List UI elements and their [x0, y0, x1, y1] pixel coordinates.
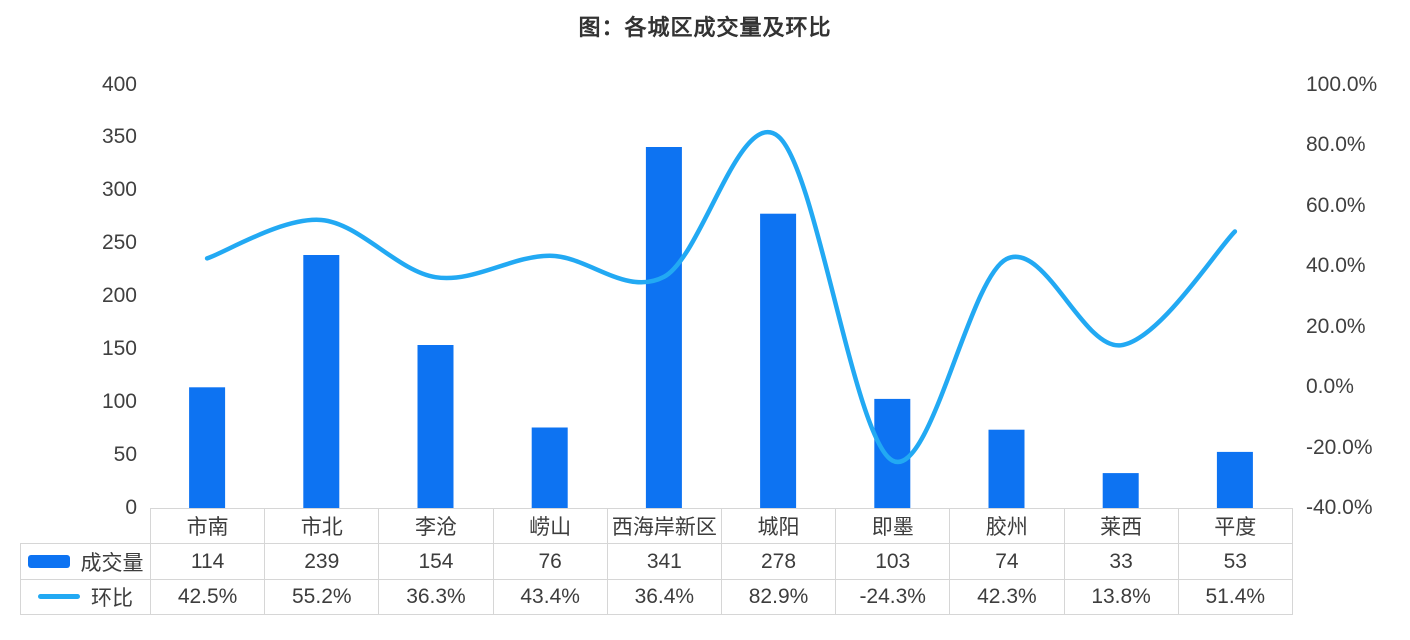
value-cell: 239: [264, 543, 380, 580]
bar-legend-swatch: [27, 555, 70, 569]
legend-label: 环比: [91, 586, 133, 610]
value-cell: 278: [720, 543, 837, 580]
value-cell: 13.8%: [1063, 578, 1179, 616]
chart-title: 图：各城区成交量及环比: [578, 15, 832, 40]
legend-cell: 成交量: [20, 543, 151, 580]
table-header-row: 市南 市北 李沧 崂山 西海岸新区 城阳 即墨 胶州 莱西 平度: [21, 507, 1293, 545]
chart-bar: [531, 427, 568, 508]
value-cell: 114: [149, 543, 266, 580]
chart-bar: [874, 398, 911, 508]
y-axis-tick: 100.0%: [1306, 72, 1378, 96]
chart-bar: [988, 429, 1025, 508]
value-cell: 341: [606, 543, 722, 580]
y-axis-tick: 20.0%: [1306, 314, 1366, 338]
chart-bar: [303, 255, 340, 508]
value-cell: 53: [1177, 543, 1293, 580]
value-cell: 76: [492, 543, 608, 580]
y-axis-tick: 200: [101, 284, 137, 308]
chart-bar: [417, 345, 454, 508]
corner-cell: [21, 509, 151, 544]
bar-series: [189, 147, 1253, 508]
y-axis-tick: -40.0%: [1306, 496, 1373, 519]
category-header-cell: 崂山: [492, 507, 608, 545]
value-cell: 43.4%: [492, 578, 608, 616]
category-header-cell: 平度: [1177, 507, 1293, 545]
chart-plot: [189, 130, 1253, 508]
category-header-cell: 李沧: [378, 507, 494, 545]
category-header-cell: 西海岸新区: [606, 507, 722, 545]
category-header-cell: 市南: [149, 507, 266, 545]
y-axis-tick: 0: [125, 496, 137, 519]
value-cell: 74: [949, 543, 1065, 580]
y-axis-tick: 350: [101, 125, 137, 149]
chart-bar: [760, 213, 797, 508]
y-axis-tick: 300: [101, 178, 137, 202]
value-cell: 103: [835, 543, 951, 580]
y-axis-tick: -20.0%: [1306, 435, 1373, 459]
category-header-cell: 即墨: [835, 507, 951, 545]
chart-bar: [645, 147, 682, 508]
value-cell: 36.4%: [606, 578, 722, 616]
chart-bar: [1102, 473, 1139, 508]
value-cell: 55.2%: [264, 578, 380, 616]
value-cell: 51.4%: [1177, 578, 1293, 616]
y-axis-tick: 400: [101, 72, 137, 96]
data-table: 市南 市北 李沧 崂山 西海岸新区 城阳 即墨 胶州 莱西 平度 成交量 114 239 154 76 341…: [20, 507, 1293, 616]
chart-bar: [189, 387, 226, 508]
y-axis-tick: 0.0%: [1306, 375, 1354, 398]
value-cell: -24.3%: [835, 578, 951, 616]
y-axis-tick: 250: [101, 231, 137, 255]
y-axis-tick: 60.0%: [1306, 193, 1366, 217]
value-cell: 42.3%: [949, 578, 1065, 616]
category-header-cell: 市北: [264, 507, 380, 545]
legend-label: 成交量: [80, 551, 144, 575]
category-header-cell: 莱西: [1063, 507, 1179, 545]
value-cell: 154: [378, 543, 494, 580]
y-axis-tick: 150: [101, 337, 137, 361]
legend-cell: 环比: [20, 578, 151, 616]
value-cell: 42.5%: [149, 578, 266, 616]
trend-line: [204, 130, 1238, 465]
chart-bar: [1216, 451, 1253, 508]
value-cell: 36.3%: [378, 578, 494, 616]
category-header-cell: 城阳: [720, 507, 837, 545]
category-header-cell: 胶州: [949, 507, 1065, 545]
line-legend-swatch: [38, 594, 80, 600]
value-cell: 82.9%: [720, 578, 837, 616]
y-axis-tick: 80.0%: [1306, 133, 1366, 156]
y-axis-tick: 50: [113, 443, 137, 467]
y-axis-tick: 40.0%: [1306, 254, 1366, 277]
y-axis-tick: 100: [101, 390, 137, 414]
table-row: 成交量 114 239 154 76 341 278 103 74 33 53: [20, 543, 1293, 580]
table-row: 环比 42.5% 55.2% 36.3% 43.4% 36.4% 82.9% -24.3% 42…: [20, 578, 1293, 616]
value-cell: 33: [1063, 543, 1179, 580]
